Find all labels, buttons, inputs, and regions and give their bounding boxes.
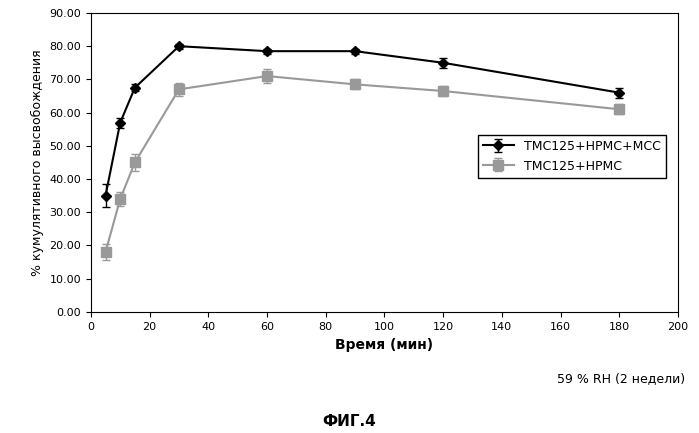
Y-axis label: % кумулятивного высвобождения: % кумулятивного высвобождения xyxy=(31,49,44,276)
Legend: TMC125+HPMC+MCC, TMC125+HPMC: TMC125+HPMC+MCC, TMC125+HPMC xyxy=(478,135,666,178)
X-axis label: Время (мин): Время (мин) xyxy=(336,338,433,352)
Text: ФИГ.4: ФИГ.4 xyxy=(323,414,376,429)
Text: 59 % RH (2 недели): 59 % RH (2 недели) xyxy=(557,372,685,385)
